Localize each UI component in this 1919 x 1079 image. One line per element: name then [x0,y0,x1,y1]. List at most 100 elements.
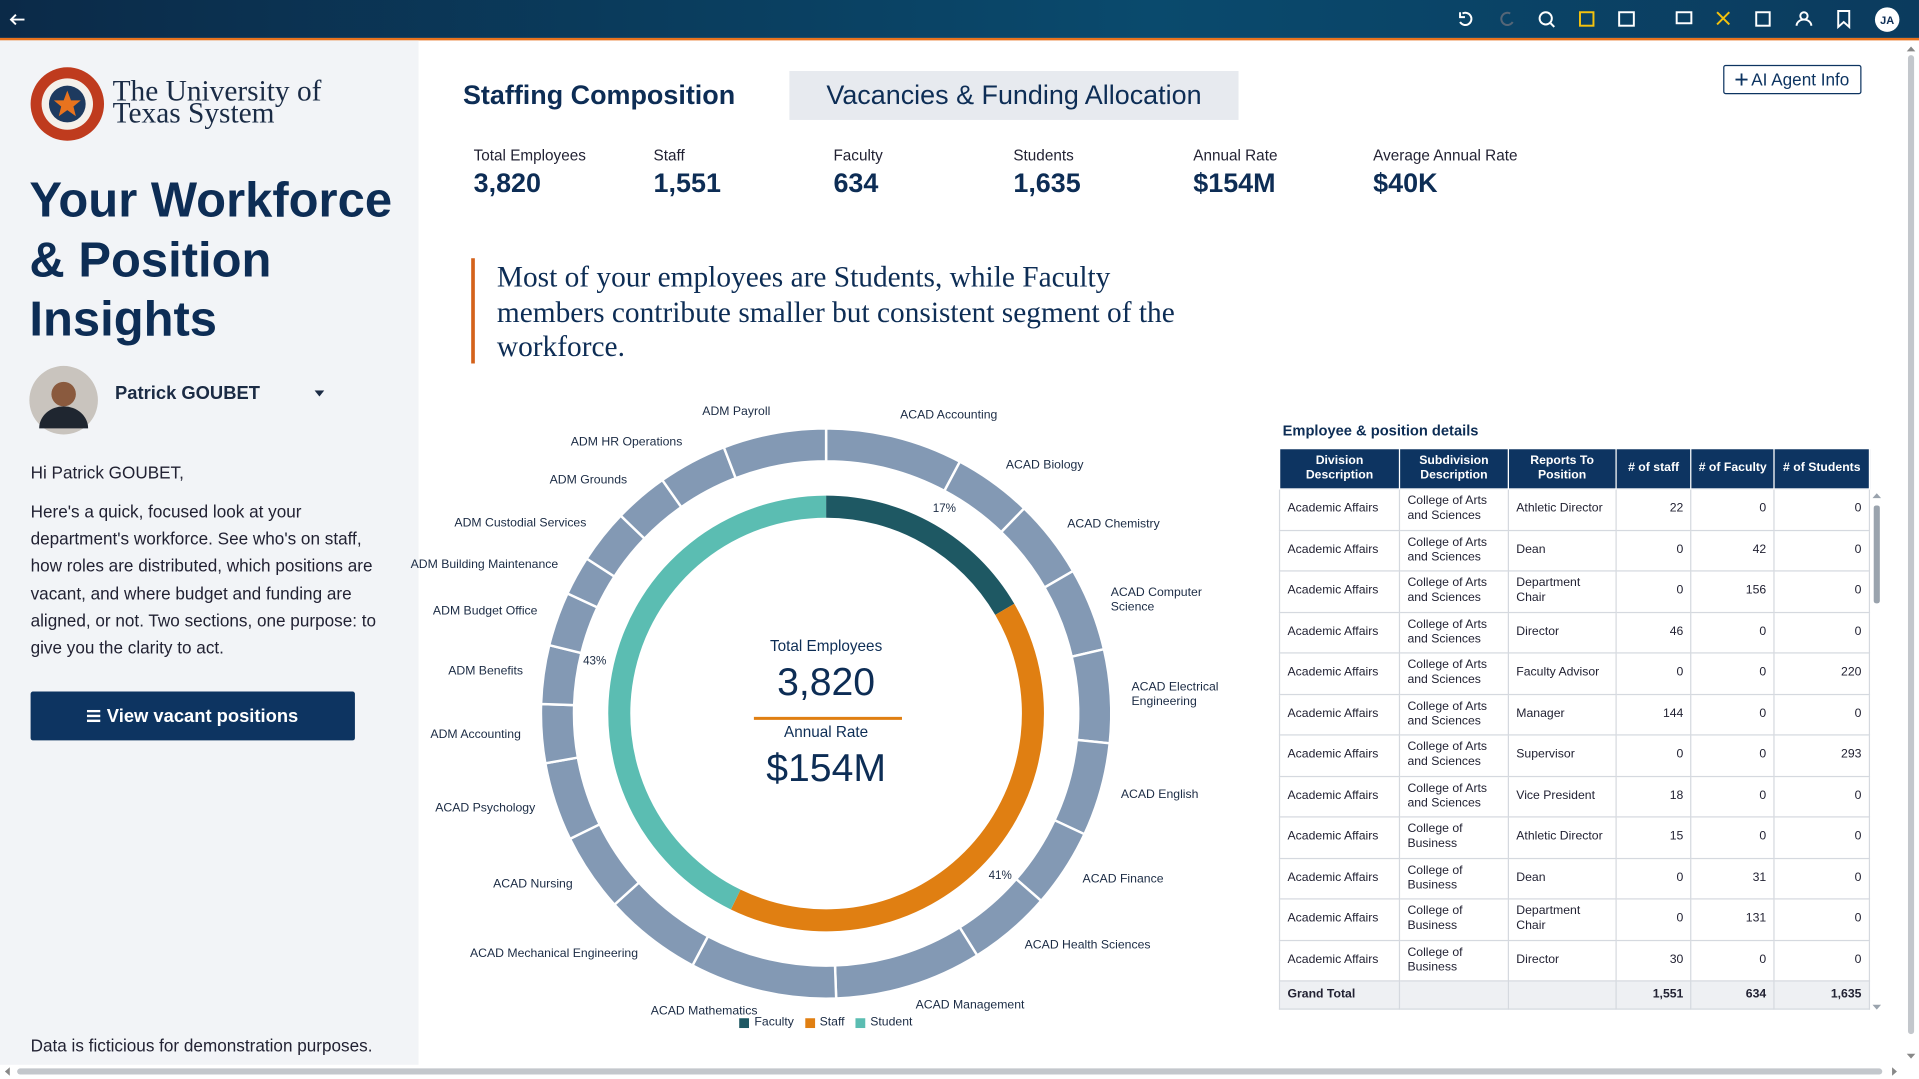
table-cell: College of Arts and Sciences [1398,652,1509,695]
legend-item: Student [855,1015,913,1030]
user-dropdown[interactable] [314,390,326,397]
segment-label: ADM Building Maintenance [410,558,559,572]
table-cell: 144 [1615,693,1692,736]
table-row: Academic Affairs College of Business Dean 0… [1278,857,1871,900]
total-cell: 1,551 [1615,980,1692,1010]
table-row: Academic Affairs College of Arts and Scie… [1278,652,1871,695]
insight-text: Most of your employees are Students, whi… [496,261,1175,364]
segment-label: ACAD Mechanical Engineering [470,947,639,961]
page-scrollbar[interactable] [1903,40,1919,1064]
greeting: Hi Patrick GOUBET, [30,462,184,483]
total-row: Grand Total 1,551 634 1,635 [1278,980,1871,1010]
total-label: Grand Total [1278,980,1401,1010]
table-cell: College of Business [1398,857,1509,900]
table-row: Academic Affairs College of Business Depar… [1278,898,1871,941]
percent-label: 17% [933,502,956,515]
table-cell: 22 [1615,488,1692,531]
legend-label: Faculty [754,1015,794,1030]
plus-icon [1735,73,1748,86]
table-cell: 156 [1690,570,1775,613]
table-cell: 0 [1690,939,1775,982]
data-icon[interactable] [1618,11,1635,27]
table-cell: 30 [1615,939,1692,982]
header-row: Division Description Subdivision Descript… [1278,447,1871,490]
kpi: Average Annual Rate $40K [1373,147,1517,200]
segment-label: ADM Custodial Services [454,516,587,530]
table-cell: Department Chair [1507,898,1617,941]
avatar-circle[interactable] [1874,7,1900,32]
table-row: Academic Affairs College of Arts and Scie… [1278,693,1871,736]
logo-line: The University of [112,75,322,108]
table-cell: 31 [1690,857,1775,900]
segment-label: ADM Benefits [448,664,524,678]
user-name[interactable]: Patrick GOUBET [115,383,260,404]
table-cell: College of Arts and Sciences [1398,775,1509,818]
total-blank [1398,980,1509,1010]
outer-segment [1070,647,1113,745]
column-header: Reports To Position [1507,447,1617,490]
table-cell: 0 [1615,734,1692,777]
table-cell: Academic Affairs [1278,734,1401,777]
horizontal-scrollbar[interactable] [0,1065,1903,1078]
table-cell: 0 [1773,898,1871,941]
column-header: Division Description [1278,447,1401,490]
table-cell: Academic Affairs [1278,775,1401,818]
table-cell: 0 [1615,652,1692,695]
zoom-icon[interactable] [1538,11,1553,26]
column-header: Subdivision Description [1398,447,1509,490]
table-cell: College of Business [1398,939,1509,982]
table-cell: 0 [1773,693,1871,736]
segment-label: ACAD Management [915,998,1025,1013]
kpi: Staff 1,551 [654,147,721,200]
kpi-label: Staff [653,146,685,164]
table-row: Academic Affairs College of Arts and Scie… [1278,488,1871,531]
segment-label: ACAD English [1120,788,1199,802]
kpi-label: Students [1013,146,1074,164]
avatar-initials: JA [1880,15,1894,27]
legend-swatch [739,1017,750,1028]
table-cell: 15 [1615,816,1692,859]
table-cell: Academic Affairs [1278,939,1401,982]
ai-agent-button[interactable]: AI Agent Info [1723,64,1862,95]
logo-seal [30,67,105,141]
percent-label: 41% [989,869,1012,882]
table-row: Academic Affairs College of Arts and Scie… [1278,734,1871,777]
legend-item: Staff [804,1016,845,1029]
table-cell: Academic Affairs [1278,898,1401,941]
table-scrollbar[interactable] [1870,488,1883,1014]
intro-text: Here's a quick, focused look at your dep… [30,501,377,658]
table-cell: Academic Affairs [1278,529,1401,572]
comment-icon[interactable] [1675,11,1693,25]
column-header: # of Faculty [1690,447,1775,490]
table-cell: 0 [1773,857,1871,900]
legend: Faculty Staff Student [685,1016,966,1029]
table-cell: Director [1507,611,1617,654]
tab-active[interactable]: Staffing Composition [419,70,779,120]
bookmark-icon[interactable] [1837,10,1851,30]
export-icon[interactable] [1755,11,1771,27]
back-icon[interactable] [9,13,25,26]
ai-icon[interactable] [1716,11,1730,26]
table-cell: 0 [1690,775,1775,818]
kpi-label: Total Employees [473,146,586,164]
vacant-positions-button[interactable]: View vacant positions [30,691,355,741]
table-row: Academic Affairs College of Arts and Scie… [1278,570,1871,613]
legend-label: Student [870,1015,913,1030]
center-label: Total Employees [769,637,883,655]
segment-label: ADM Grounds [549,473,628,488]
redo-icon[interactable] [1500,11,1514,26]
center-value: $154M [766,745,886,790]
edit-icon[interactable] [1579,11,1595,27]
undo-icon[interactable] [1459,11,1473,26]
details-table: Division Description Subdivision Descript… [1278,447,1871,1010]
outer-segment [568,822,641,907]
table-row: Academic Affairs College of Arts and Scie… [1278,775,1871,818]
total-cell: 634 [1690,980,1775,1010]
outer-segment [833,925,979,1000]
column-header: # of staff [1615,447,1692,490]
tab[interactable]: Vacancies & Funding Allocation [789,70,1239,120]
kpi-value: 1,551 [653,167,721,199]
